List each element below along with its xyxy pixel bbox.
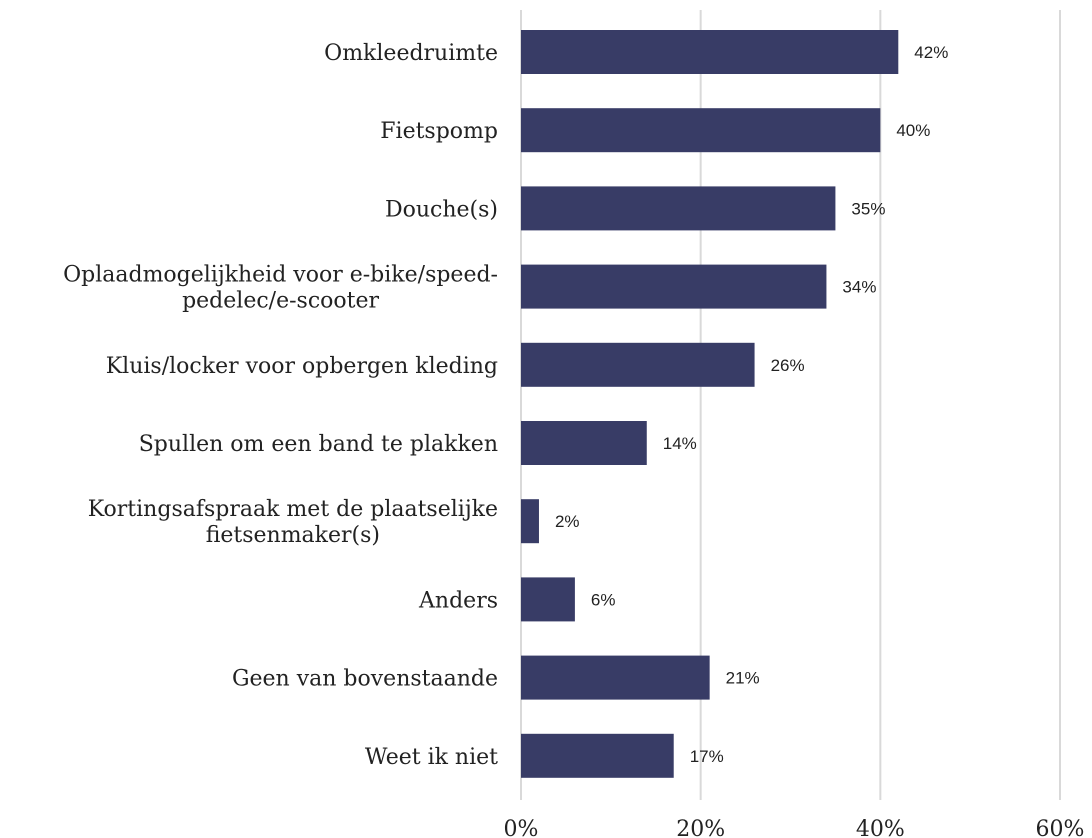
bar-4	[521, 342, 755, 387]
category-label-line: pedelec/e-scooter	[182, 289, 379, 314]
bar-3	[521, 264, 827, 309]
bar-7	[521, 577, 575, 622]
bar-8	[521, 655, 710, 700]
bar-series	[521, 30, 899, 778]
category-label-line: Douche(s)	[385, 197, 498, 222]
bar-0	[521, 30, 899, 74]
category-label-line: Oplaadmogelijkheid voor e-bike/speed-	[63, 263, 498, 288]
category-label-line: Geen van bovenstaande	[232, 667, 498, 692]
category-label-7: Anders	[418, 588, 498, 613]
x-tick-label-3: 60%	[1036, 817, 1085, 838]
value-label-4: 26%	[771, 356, 805, 375]
category-label-line: fietsenmaker(s)	[206, 523, 380, 548]
category-label-line: Anders	[418, 588, 498, 613]
bar-1	[521, 108, 881, 153]
x-tick-label-2: 40%	[856, 817, 905, 838]
value-label-6: 2%	[555, 512, 580, 531]
category-label-3: Oplaadmogelijkheid voor e-bike/speed-ped…	[63, 263, 498, 314]
category-label-line: Kortingsafspraak met de plaatselijke	[88, 497, 498, 522]
category-label-line: Kluis/locker voor opbergen kleding	[106, 354, 498, 379]
category-label-8: Geen van bovenstaande	[232, 667, 498, 692]
category-label-9: Weet ik niet	[365, 745, 498, 770]
x-axis-tick-labels: 0% 20% 40% 60%	[504, 817, 1085, 838]
bar-5	[521, 421, 647, 465]
value-label-0: 42%	[914, 43, 948, 62]
value-label-5: 14%	[663, 434, 697, 453]
value-label-1: 40%	[896, 121, 930, 140]
bar-6	[521, 499, 539, 544]
category-label-5: Spullen om een band te plakken	[139, 432, 498, 457]
category-label-line: Omkleedruimte	[324, 41, 498, 66]
category-label-0: Omkleedruimte	[324, 41, 498, 66]
value-label-7: 6%	[591, 590, 616, 609]
category-label-line: Spullen om een band te plakken	[139, 432, 498, 457]
category-labels: Omkleedruimte Fietspomp Douche(s) Oplaadmog…	[63, 41, 498, 770]
value-label-8: 21%	[726, 669, 760, 688]
value-labels: 42% 40% 35% 34% 26% 14% 2% 6% 21% 17%	[555, 43, 948, 766]
bar-2	[521, 186, 836, 231]
value-label-3: 34%	[842, 278, 876, 297]
category-label-4: Kluis/locker voor opbergen kleding	[106, 354, 498, 379]
category-label-line: Fietspomp	[380, 119, 498, 144]
bar-9	[521, 733, 674, 778]
value-label-2: 35%	[851, 199, 885, 218]
x-tick-label-1: 20%	[676, 817, 725, 838]
category-label-line: Weet ik niet	[365, 745, 498, 770]
category-label-2: Douche(s)	[385, 197, 498, 222]
x-tick-label-0: 0%	[504, 817, 539, 838]
category-label-1: Fietspomp	[380, 119, 498, 144]
category-label-6: Kortingsafspraak met de plaatselijke fiet…	[88, 497, 498, 548]
value-label-9: 17%	[690, 747, 724, 766]
